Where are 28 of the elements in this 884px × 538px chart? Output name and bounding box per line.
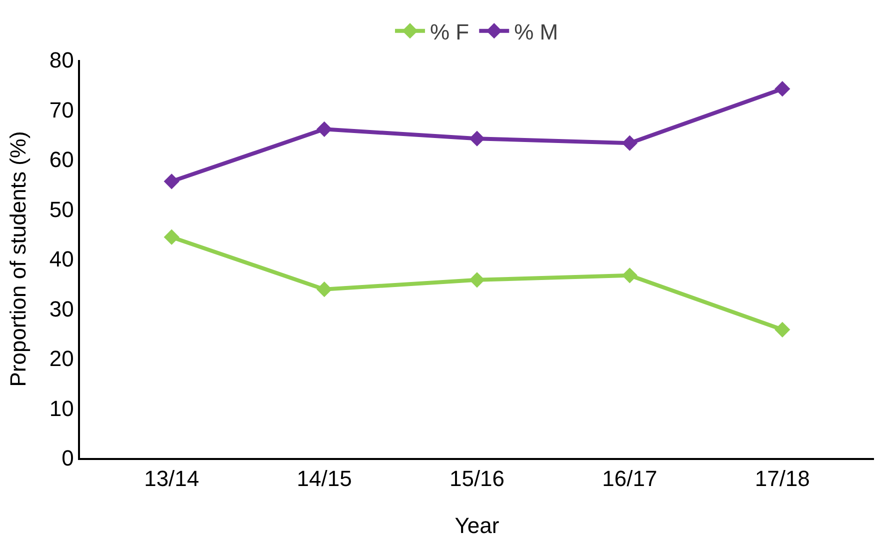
point [316, 282, 332, 298]
x-tick-label: 14/15 [296, 466, 352, 492]
legend-label: % F [430, 19, 470, 44]
point [774, 81, 790, 97]
x-tick-label: 15/16 [449, 466, 505, 492]
x-tick-label: 17/18 [754, 466, 810, 492]
y-tick-label: 70 [49, 97, 74, 122]
y-tick-label: 30 [49, 296, 74, 322]
point [469, 130, 485, 146]
y-tick-label: 80 [49, 48, 74, 73]
point [774, 322, 790, 338]
point [622, 268, 638, 284]
point [316, 121, 332, 137]
legend-label: % M [514, 19, 558, 44]
x-axis-title: Year [454, 513, 500, 538]
x-tick-label: 16/17 [602, 466, 658, 492]
point [469, 272, 485, 288]
point [164, 229, 180, 245]
x-tick-label: 13/14 [144, 466, 200, 492]
y-tick-label: 60 [49, 147, 74, 172]
point [164, 174, 180, 190]
y-tick-label: 0 [62, 446, 74, 471]
y-tick-label: 20 [49, 346, 74, 372]
point [622, 135, 638, 151]
y-tick-label: 40 [49, 246, 74, 272]
y-axis-title: Proportion of students (%) [6, 131, 30, 387]
y-tick-label: 10 [49, 396, 74, 421]
y-tick-label: 50 [49, 196, 74, 222]
